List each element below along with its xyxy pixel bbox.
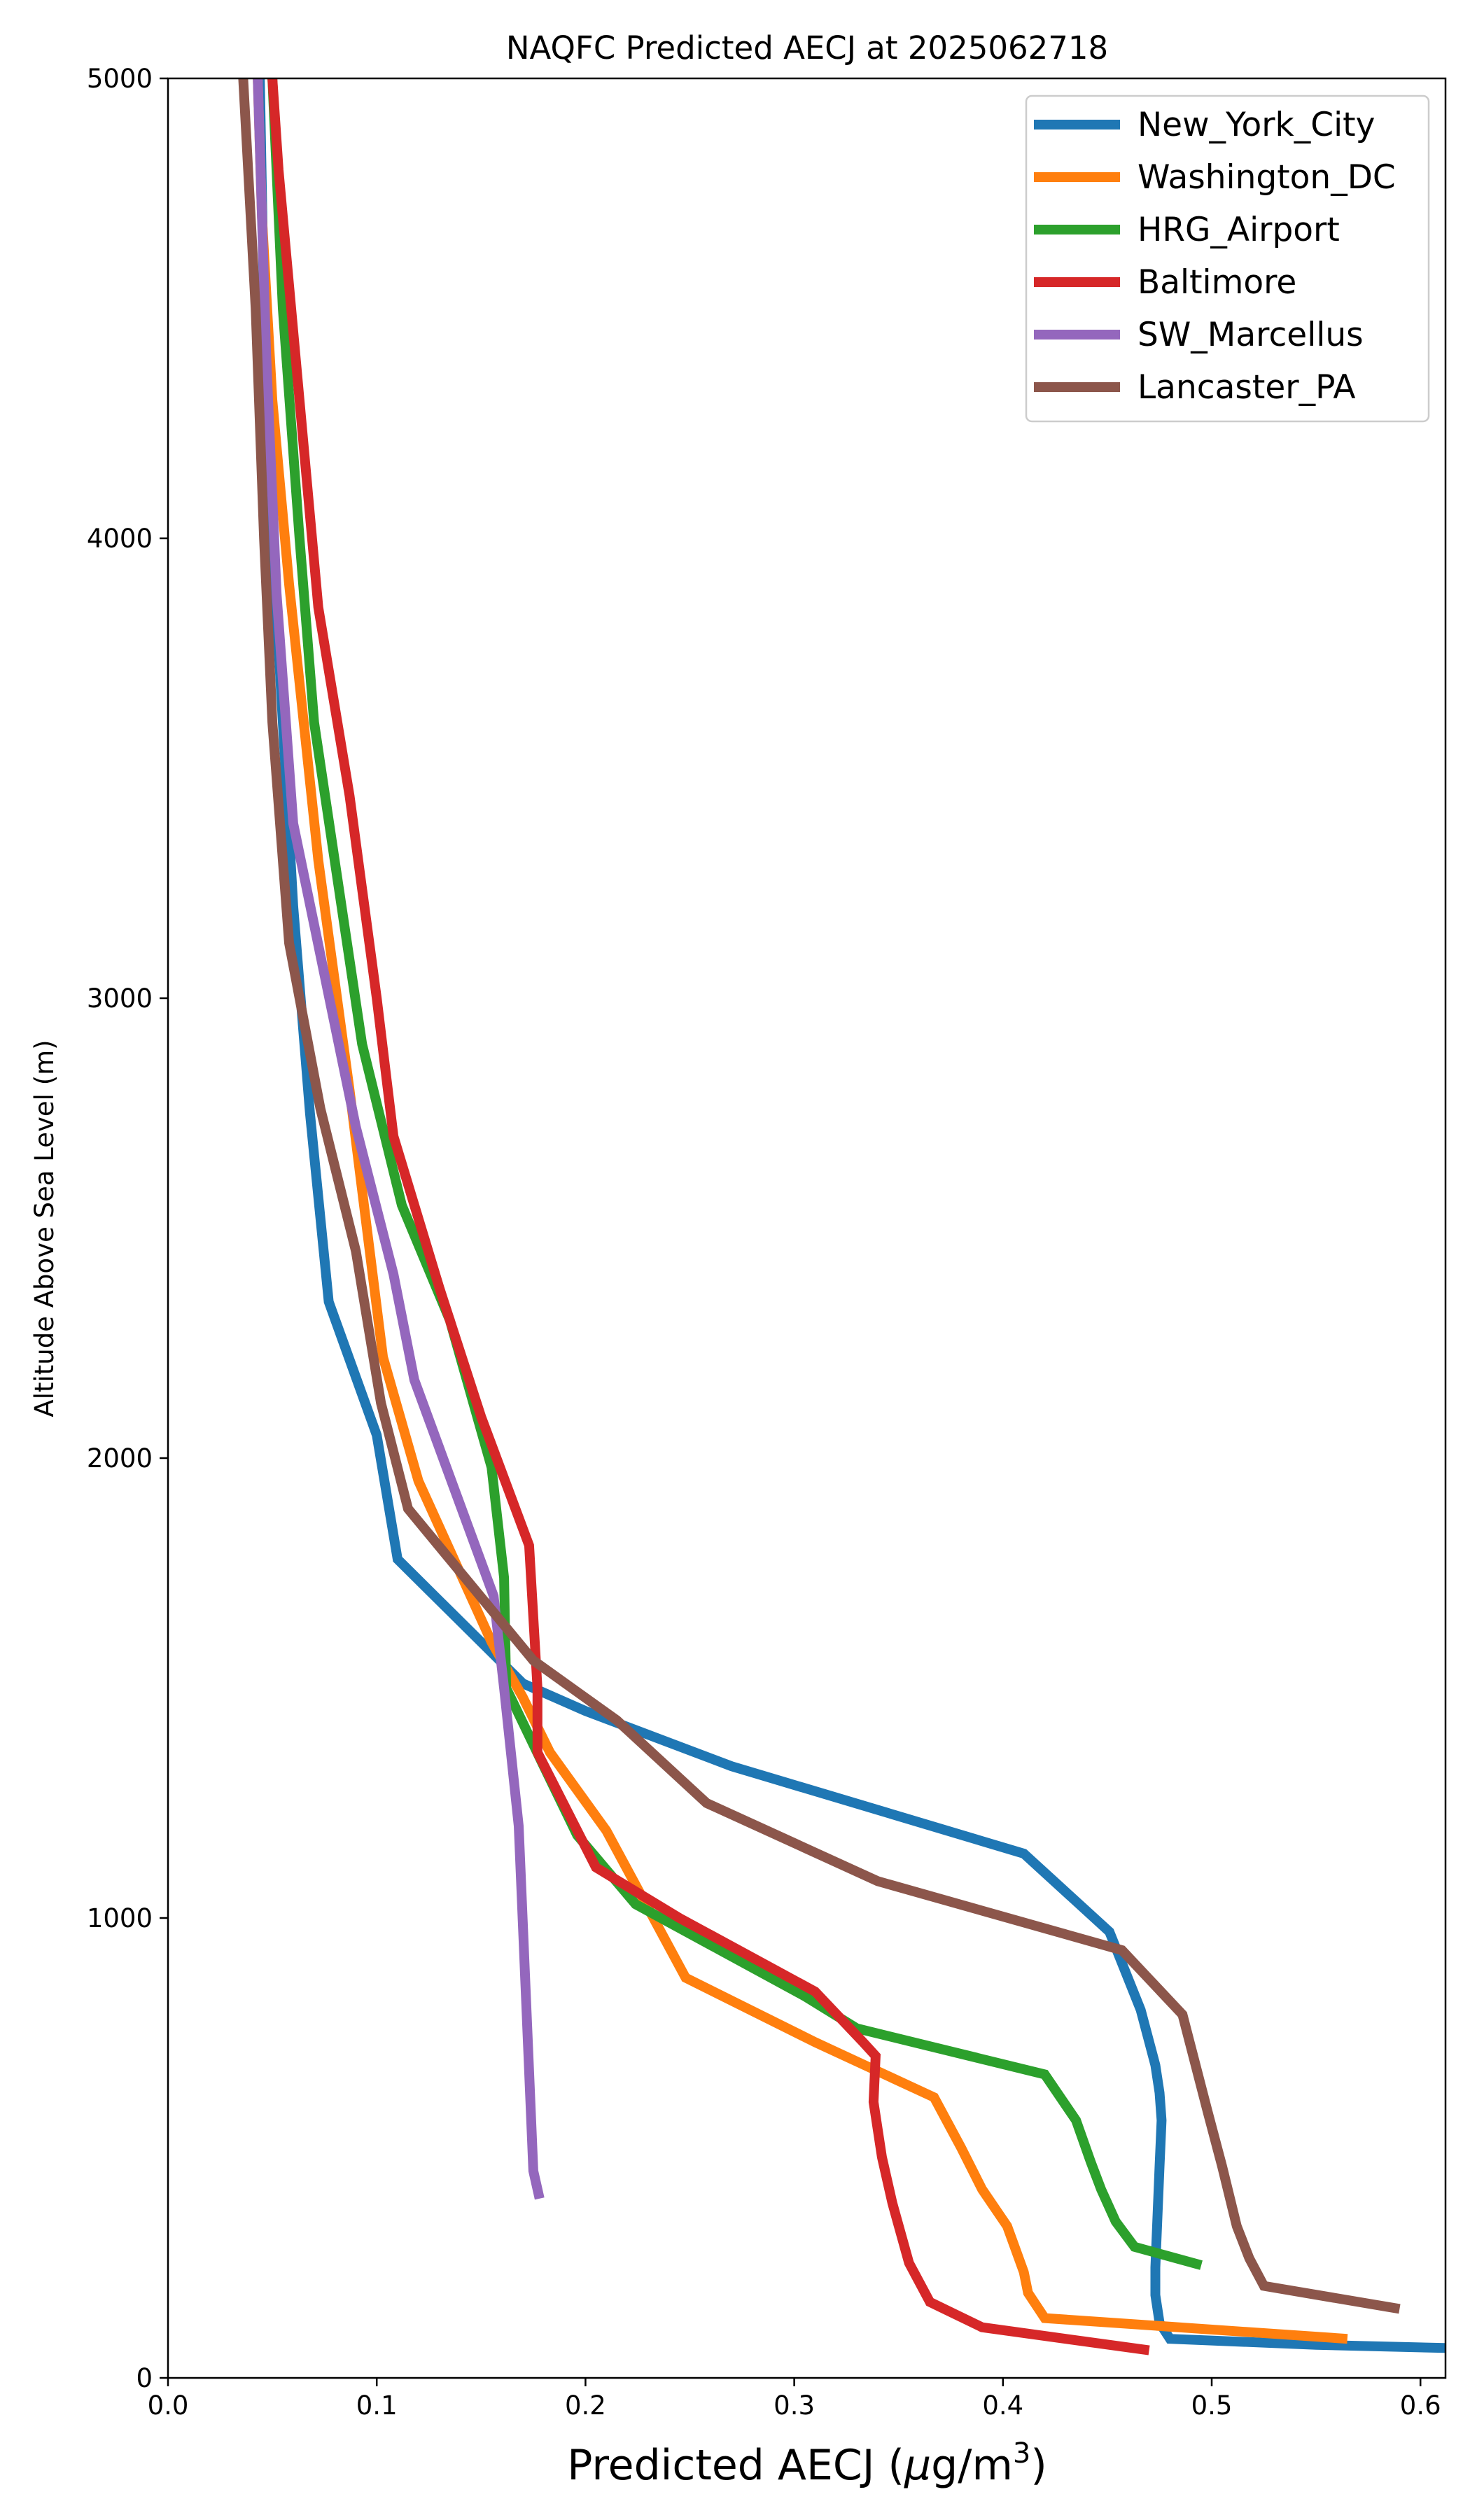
y-tick-label-3: 3000 bbox=[87, 983, 153, 1014]
series-line-4 bbox=[253, 78, 545, 2200]
series-line-3 bbox=[267, 78, 1150, 2356]
y-tick-label-2: 2000 bbox=[87, 1443, 153, 1474]
x-tick-label-6: 0.6 bbox=[1400, 2390, 1441, 2421]
legend-items: New_York_City Washington_DC HRG_Airport Bal… bbox=[1034, 106, 1396, 407]
series-layer bbox=[238, 78, 1446, 2356]
x-tick-label-1: 0.1 bbox=[356, 2390, 398, 2421]
legend-label-4: SW_Marcellus bbox=[1138, 316, 1364, 354]
series-line-0 bbox=[255, 78, 1446, 2353]
y-tick-label-0: 0 bbox=[136, 2363, 153, 2393]
y-tick-label-4: 4000 bbox=[87, 524, 153, 554]
legend-label-2: HRG_Airport bbox=[1138, 211, 1340, 249]
y-axis: 0 1000 2000 3000 4000 5000 bbox=[87, 64, 168, 2393]
legend-label-5: Lancaster_PA bbox=[1138, 368, 1356, 407]
legend-label-0: New_York_City bbox=[1138, 106, 1375, 144]
y-tick-label-5: 5000 bbox=[87, 64, 153, 94]
y-tick-label-1: 1000 bbox=[87, 1903, 153, 1933]
x-tick-label-0: 0.0 bbox=[148, 2390, 189, 2421]
x-tick-label-3: 0.3 bbox=[774, 2390, 815, 2421]
legend-label-3: Baltimore bbox=[1138, 263, 1296, 302]
x-axis-title: Predicted AECJ (μg/m3) bbox=[567, 2437, 1047, 2490]
x-tick-label-5: 0.5 bbox=[1191, 2390, 1233, 2421]
x-tick-label-2: 0.2 bbox=[565, 2390, 606, 2421]
series-line-5 bbox=[238, 78, 1401, 2314]
series-line-1 bbox=[253, 78, 1348, 2344]
x-axis: 0.0 0.1 0.2 0.3 0.4 0.5 0.6 bbox=[148, 2378, 1441, 2421]
plot-frame bbox=[167, 77, 1447, 2379]
legend-frame bbox=[1025, 94, 1430, 423]
y-axis-title: Altitude Above Sea Level (m) bbox=[29, 1040, 59, 1417]
legend-label-1: Washington_DC bbox=[1138, 158, 1396, 197]
x-tick-label-4: 0.4 bbox=[982, 2390, 1023, 2421]
legend: New_York_City Washington_DC HRG_Airport Bal… bbox=[1025, 94, 1430, 423]
chart-title: NAQFC Predicted AECJ at 2025062718 bbox=[506, 29, 1108, 66]
